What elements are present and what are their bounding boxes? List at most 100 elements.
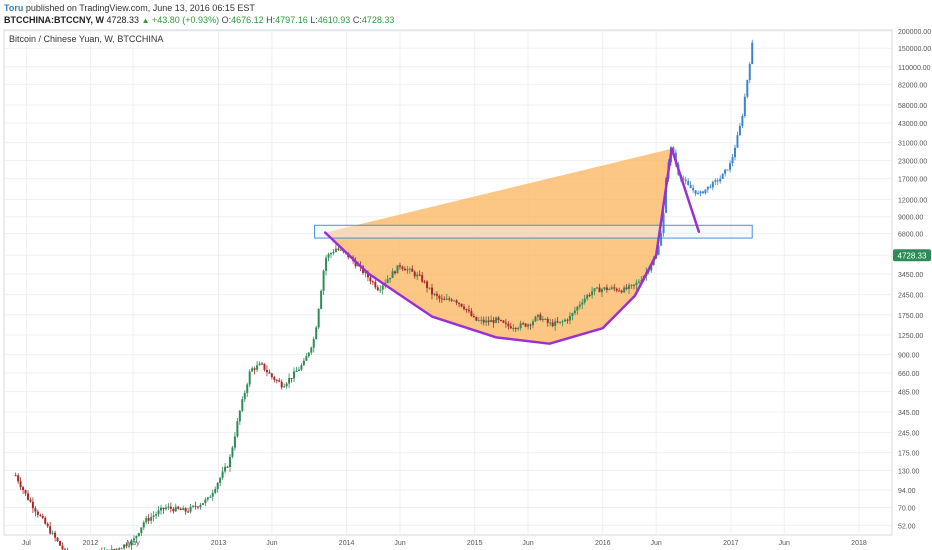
candle-body (115, 548, 118, 550)
candle-body (448, 298, 451, 300)
candle-body (137, 533, 140, 536)
candle-body (273, 377, 276, 380)
candle-body (504, 322, 507, 324)
candle-body (376, 287, 379, 291)
candle-body (371, 281, 374, 283)
candle-body (564, 319, 567, 322)
x-tick-label: Jun (779, 540, 790, 547)
candle-body (687, 181, 690, 185)
candle-body (325, 257, 328, 271)
time-axis[interactable]: Jul 2012 May 2013 Jun 2014 Jun 2015 Jun 2016 Jun 20… (22, 540, 867, 547)
x-tick-label: Jun (394, 540, 405, 547)
candle-body (283, 386, 286, 388)
candle-body (539, 314, 542, 321)
candle-body (704, 189, 707, 194)
candle-body (729, 163, 732, 170)
candle-body (480, 319, 483, 321)
candle-body (320, 290, 323, 309)
candle-body (628, 285, 631, 290)
candle-body (615, 288, 618, 291)
open-value: 4676.12 (231, 15, 264, 25)
price-badge: 4728.33 (893, 249, 931, 262)
candle-body (561, 321, 564, 323)
candle-body (583, 298, 586, 303)
candle-body (748, 63, 751, 80)
candle-body (726, 169, 729, 171)
candle-body (280, 381, 283, 388)
candle-body (485, 320, 488, 323)
candle-body (169, 506, 172, 509)
candle-body (751, 42, 754, 64)
candle-body (428, 287, 431, 289)
x-tick-label: Jun (651, 540, 662, 547)
author-link[interactable]: Toru (4, 3, 24, 13)
candle-body (418, 274, 421, 276)
svg-text:4728.33: 4728.33 (898, 251, 927, 260)
candle-body (24, 490, 27, 494)
candle-body (160, 507, 163, 511)
close-label: C: (352, 15, 362, 25)
high-label: H: (266, 15, 276, 25)
candle-body (14, 475, 17, 477)
candle-body (586, 295, 589, 299)
candle-body (403, 268, 406, 271)
symbol-name[interactable]: BTCCHINA:BTCCNY, W (4, 15, 104, 25)
candle-body (177, 506, 180, 509)
candle-body (389, 277, 392, 280)
candle-body (524, 323, 527, 327)
candle-body (684, 179, 687, 182)
candle-body (398, 265, 401, 267)
x-tick-label: 2012 (83, 540, 99, 547)
candle-body (514, 328, 517, 330)
candle-body (211, 492, 214, 497)
close-value: 4728.33 (361, 15, 395, 25)
candle-body (593, 288, 596, 292)
x-tick-label: 2016 (595, 540, 611, 547)
publish-line: Toru published on TradingView.com, June … (4, 3, 255, 13)
candle-body (179, 508, 182, 510)
candle-body (519, 323, 522, 328)
candle-body (228, 456, 231, 468)
candle-body (226, 466, 229, 468)
cup-fill-area (325, 148, 672, 344)
candle-body (238, 410, 241, 422)
pattern-lines (323, 147, 701, 345)
last-price: 4728.33 (106, 15, 140, 25)
price-axis[interactable]: 200000.00 150000.00 110000.00 82000.00 58000… (898, 29, 931, 530)
candle-body (263, 363, 266, 370)
low-label: L: (310, 15, 318, 25)
x-tick-label: 2015 (467, 540, 483, 547)
candle-body (401, 266, 404, 269)
candle-body (51, 532, 54, 534)
candle-body (706, 186, 709, 190)
candle-body (17, 475, 20, 482)
candle-body (591, 291, 594, 296)
candle-body (224, 466, 227, 472)
candle-body (482, 319, 485, 323)
candle-body (623, 287, 626, 293)
candle-body (546, 318, 549, 323)
y-tick-label: 110000.00 (898, 65, 931, 72)
candle-body (571, 313, 574, 316)
x-tick-label: 2014 (339, 540, 355, 547)
x-tick-label: 2017 (723, 540, 739, 547)
candle-body (194, 505, 197, 507)
candle-body (433, 293, 436, 295)
handle-line (670, 147, 701, 234)
y-tick-label: 31000.00 (898, 141, 927, 148)
candle-body (214, 489, 217, 493)
candle-body (288, 378, 291, 384)
candle-body (396, 265, 399, 274)
candle-body (243, 392, 246, 400)
candle-body (201, 503, 204, 505)
candle-body (657, 245, 660, 255)
candle-body (147, 518, 150, 521)
candle-body (127, 545, 130, 547)
candle-body (315, 327, 318, 340)
candle-body (357, 265, 360, 267)
candle-body (258, 363, 261, 366)
y-tick-label: 9000.00 (898, 215, 923, 222)
candle-body (199, 504, 202, 508)
candle-body (123, 544, 126, 549)
